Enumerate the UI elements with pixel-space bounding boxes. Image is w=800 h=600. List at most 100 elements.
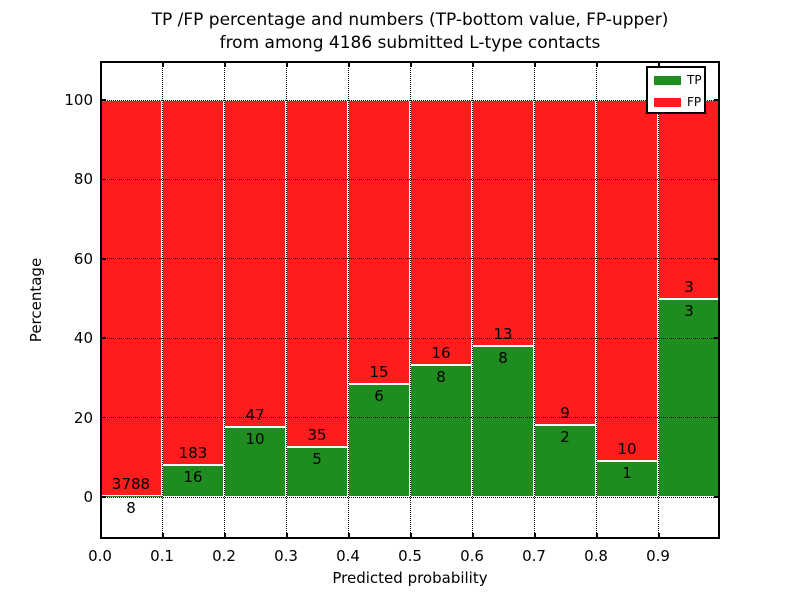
bar-count-label-tp: 1: [622, 463, 632, 482]
horizontal-gridline: [100, 337, 720, 339]
bar-segment-tp: [472, 345, 534, 497]
y-tick-mark: [100, 416, 106, 419]
x-tick-label: 0.0: [88, 547, 112, 565]
x-tick-mark-top: [596, 61, 598, 67]
x-tick-label: 0.6: [460, 547, 484, 565]
bar-count-label-fp: 3: [684, 277, 694, 296]
bar-segment-fp: [286, 100, 348, 448]
x-tick-label: 0.7: [522, 547, 546, 565]
x-tick-mark: [658, 533, 660, 539]
y-tick-label: 60: [73, 249, 93, 268]
y-tick-mark: [100, 337, 106, 339]
y-tick-mark-right: [714, 416, 720, 419]
y-tick-mark: [100, 178, 106, 181]
x-tick-mark: [534, 533, 536, 539]
bar-segment-fp: [162, 100, 224, 466]
vertical-gridline: [657, 61, 659, 539]
legend-item-tp: TP: [648, 69, 704, 91]
vertical-gridline: [347, 61, 349, 539]
legend-label-fp: FP: [687, 95, 702, 109]
x-tick-mark: [286, 533, 288, 539]
bar-count-label-tp: 8: [498, 348, 508, 367]
bar-segment-fp: [596, 100, 658, 461]
plot-area: 3788 8 183 16 47 10 35 5 15 6 16 8 13 8 9 2 10 1 3 3: [100, 61, 720, 539]
bar-segment-fp: [224, 100, 286, 428]
y-tick-mark: [100, 99, 106, 101]
x-tick-mark-top: [410, 61, 412, 67]
x-tick-label: 0.4: [336, 547, 360, 565]
bar-segment-tp: [224, 427, 286, 497]
x-tick-mark: [596, 533, 598, 539]
bar-count-label-tp: 5: [312, 450, 322, 469]
bar-count-label-fp: 15: [369, 362, 389, 381]
legend: TP FP: [646, 66, 706, 114]
horizontal-gridline: [100, 417, 720, 419]
bar-segment-fp: [472, 100, 534, 346]
vertical-gridline: [533, 61, 535, 539]
chart-title-line2: from among 4186 submitted L-type contact…: [219, 33, 601, 53]
x-tick-mark-top: [534, 61, 536, 67]
y-tick-mark-right: [714, 178, 720, 181]
vertical-gridline: [595, 61, 597, 539]
bar-segment-fp: [100, 100, 162, 497]
bar-segment-fp: [534, 100, 596, 425]
bar-count-label-fp: 183: [178, 444, 208, 463]
vertical-gridline: [409, 61, 411, 539]
bar-count-label-fp: 35: [307, 426, 327, 445]
y-tick-mark-right: [714, 496, 720, 498]
y-tick-label: 20: [73, 408, 93, 427]
x-tick-mark-top: [348, 61, 350, 67]
bar-count-label-tp: 3: [684, 301, 694, 320]
x-tick-mark: [162, 533, 164, 539]
legend-label-tp: TP: [687, 73, 702, 87]
x-tick-mark-top: [658, 61, 660, 67]
x-tick-mark-top: [162, 61, 164, 67]
bar-count-label-tp: 10: [245, 430, 265, 449]
x-tick-mark-top: [472, 61, 474, 67]
bar-segment-tp: [658, 298, 720, 497]
x-tick-mark-top: [718, 61, 720, 67]
vertical-gridline: [471, 61, 473, 539]
chart-title-line1: TP /FP percentage and numbers (TP-bottom…: [151, 10, 669, 30]
bar-count-label-fp: 47: [245, 406, 265, 425]
vertical-gridline: [223, 61, 225, 539]
x-tick-mark-top: [224, 61, 226, 67]
y-tick-label: 80: [73, 170, 93, 189]
bar-segment-fp: [658, 100, 720, 299]
x-tick-label: 0.1: [150, 547, 174, 565]
x-tick-label: 0.8: [584, 547, 608, 565]
legend-swatch-fp: [654, 97, 681, 107]
horizontal-gridline: [100, 258, 720, 260]
x-tick-mark: [410, 533, 412, 539]
bar-count-label-tp: 8: [436, 367, 446, 386]
y-tick-mark-right: [714, 99, 720, 101]
x-axis-label: Predicted probability: [332, 569, 488, 587]
bar-count-label-fp: 10: [617, 439, 637, 458]
bar-count-label-fp: 13: [493, 324, 513, 343]
y-tick-label: 40: [73, 329, 93, 348]
horizontal-gridline: [100, 99, 720, 101]
x-tick-label: 0.9: [646, 547, 670, 565]
bar-count-label-fp: 9: [560, 403, 570, 422]
bar-segment-tp: [348, 383, 410, 497]
bar-segment-tp: [596, 460, 658, 497]
x-tick-mark: [718, 533, 720, 539]
bar-count-label-tp: 6: [374, 386, 384, 405]
bar-count-label-fp: 3788: [111, 475, 151, 494]
x-tick-label: 0.5: [398, 547, 422, 565]
bar-count-label-tp: 16: [183, 468, 203, 487]
x-tick-mark: [472, 533, 474, 539]
bar-segment-tp: [534, 424, 596, 497]
y-tick-label: 100: [64, 91, 93, 109]
legend-item-fp: FP: [648, 91, 704, 113]
x-tick-mark-top: [100, 61, 102, 67]
bar-count-label-tp: 2: [560, 427, 570, 446]
y-tick-mark: [100, 258, 106, 260]
horizontal-gridline: [100, 178, 720, 180]
bar-segment-fp: [410, 100, 472, 365]
bar-count-label-fp: 16: [431, 343, 451, 362]
x-tick-mark: [100, 533, 102, 539]
legend-swatch-tp: [654, 75, 681, 85]
y-tick-mark-right: [714, 258, 720, 260]
